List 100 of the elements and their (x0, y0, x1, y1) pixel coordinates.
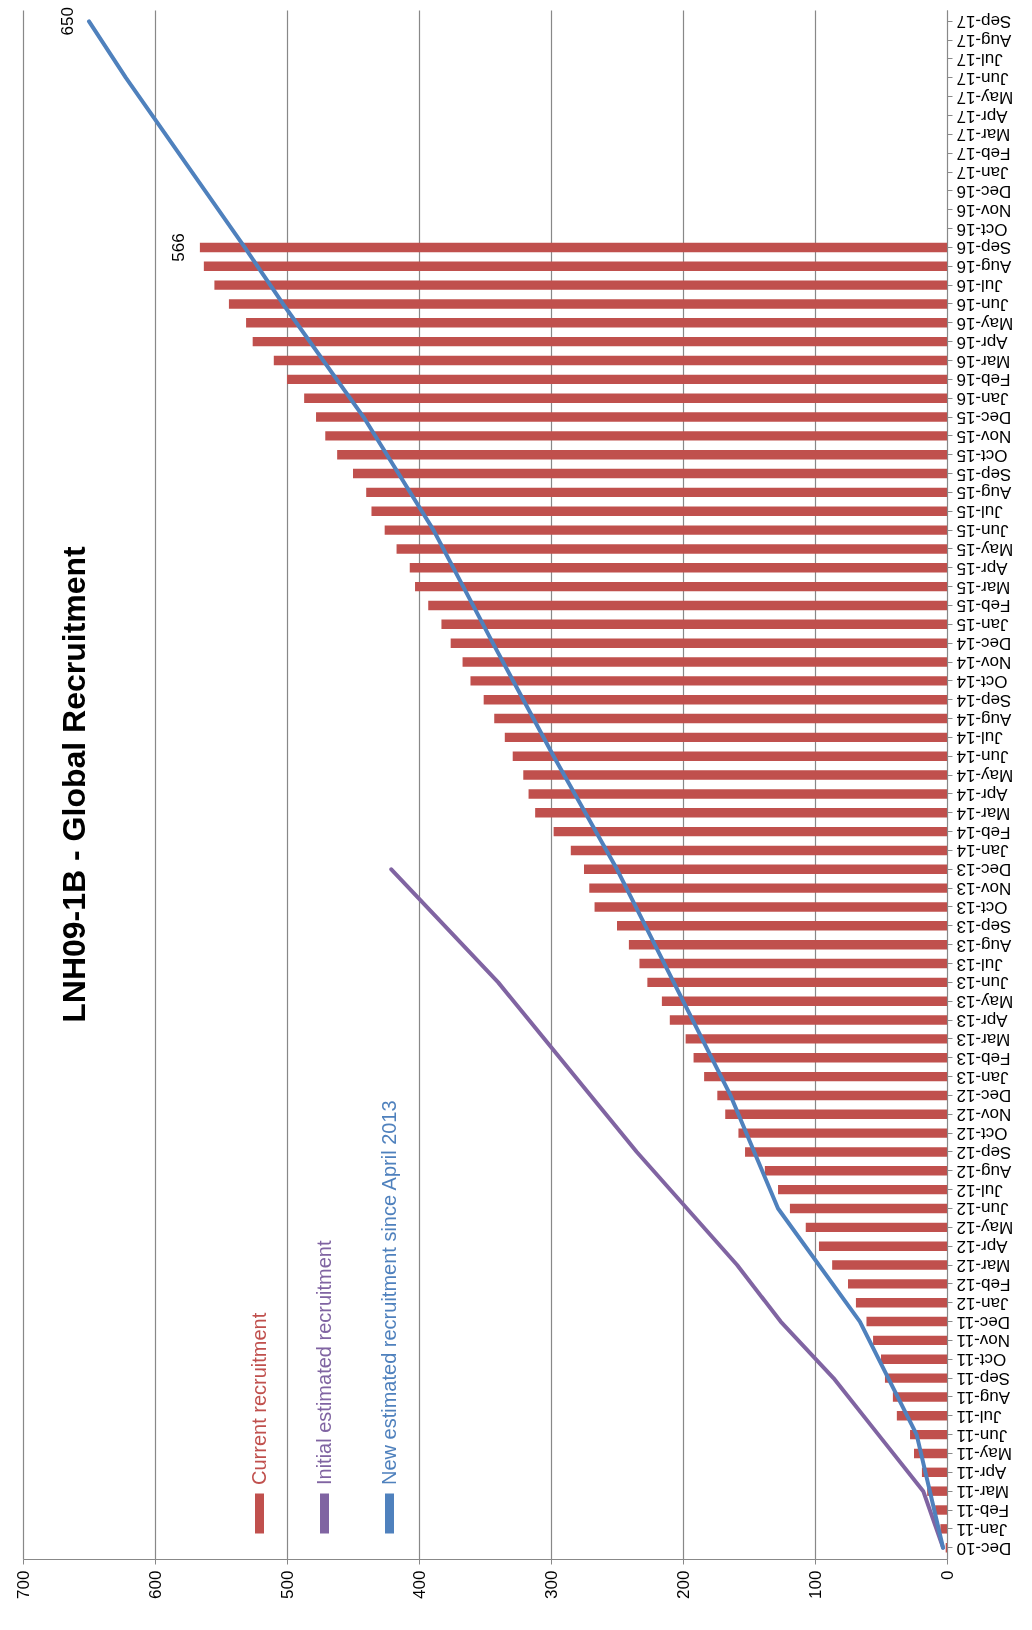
y-tick-label: Jul-15 (956, 502, 1003, 522)
y-tick-label: Aug-16 (956, 257, 1012, 277)
text: Initial estimated recruitment (312, 1240, 335, 1485)
bar (639, 958, 947, 969)
y-tick-label: Nov-11 (956, 1331, 1011, 1351)
y-tick-label: Mar-17 (956, 125, 1011, 145)
bar (450, 638, 947, 648)
bar (325, 431, 947, 441)
y-tick-label: Sep-16 (956, 238, 1012, 258)
y-tick-label: Aug-15 (956, 483, 1012, 503)
y-tick-label: Apr-15 (956, 558, 1008, 578)
bar (873, 1335, 947, 1346)
bar (685, 1034, 947, 1044)
y-tick-label: Sep-11 (956, 1369, 1011, 1389)
bar (535, 808, 947, 818)
y-tick-label: Jan-11 (956, 1519, 1008, 1539)
y-tick-label: Jan-15 (956, 615, 1009, 635)
bar (693, 1053, 947, 1063)
y-tick-label: Aug-17 (956, 31, 1012, 51)
bar (428, 600, 947, 611)
bar (661, 996, 947, 1006)
bar (483, 694, 947, 705)
bar (304, 393, 947, 403)
y-tick-label: May-14 (956, 766, 1014, 786)
y-tick-label: Aug-11 (956, 1387, 1011, 1407)
y-tick-label: Feb-12 (956, 1274, 1011, 1294)
bar (848, 1279, 947, 1289)
bar (738, 1128, 947, 1138)
bar (647, 977, 947, 988)
bar (745, 1147, 947, 1157)
bar (789, 1203, 947, 1214)
text: Current recruitment (247, 1312, 270, 1485)
y-tick-label: Mar-16 (956, 351, 1011, 371)
bar (855, 1298, 947, 1308)
bar (228, 299, 947, 309)
bar (252, 336, 947, 347)
bar (371, 506, 947, 516)
y-tick-label: Mar-14 (956, 803, 1011, 823)
bar (316, 412, 947, 422)
y-tick-label: Oct-15 (956, 445, 1008, 465)
y-tick-label: Jun-11 (956, 1425, 1008, 1445)
text: LNH09-1B - Global Recruitment (56, 545, 92, 1023)
y-tick-label: Mar-15 (956, 577, 1011, 597)
y-tick-label: Oct-13 (956, 897, 1008, 917)
y-tick-label: Sep-15 (956, 464, 1012, 484)
bar (669, 1015, 947, 1025)
bar (617, 921, 947, 931)
bar (353, 468, 947, 479)
y-tick-label: Jul-17 (956, 50, 1003, 69)
x-tick-label: 100 (805, 1570, 825, 1599)
y-tick-label: Dec-14 (956, 634, 1012, 654)
bar (396, 544, 947, 554)
bar (764, 1166, 947, 1176)
bar (778, 1184, 947, 1195)
bar (199, 242, 947, 253)
y-tick-label: Feb-15 (956, 596, 1011, 616)
bar (273, 355, 947, 366)
bar (409, 563, 947, 573)
bar (214, 280, 947, 290)
y-tick-label: Nov-13 (956, 879, 1012, 899)
y-tick-label: Feb-17 (956, 144, 1011, 164)
y-tick-label: Jan-12 (956, 1293, 1009, 1313)
y-tick-label: May-16 (956, 313, 1014, 333)
x-tick-label: 300 (541, 1570, 561, 1599)
bar (366, 487, 947, 498)
bar (832, 1260, 947, 1270)
y-tick-label: Jun-16 (956, 294, 1009, 314)
bar (628, 939, 947, 950)
y-tick-label: Jul-11 (956, 1406, 1002, 1426)
data-label: 650 (58, 7, 77, 36)
y-tick-label: Jun-13 (956, 973, 1009, 993)
y-tick-label: Dec-16 (956, 181, 1012, 201)
x-tick-label: 0 (937, 1570, 957, 1580)
y-tick-label: Feb-14 (956, 822, 1011, 842)
y-tick-label: Jun-14 (956, 747, 1009, 767)
bar (462, 657, 947, 667)
y-tick-label: Feb-13 (956, 1048, 1011, 1068)
y-tick-label: Jun-15 (956, 521, 1009, 541)
y-tick-label: May-13 (956, 992, 1014, 1012)
bar (584, 864, 947, 875)
y-tick-label: Jan-17 (956, 163, 1009, 183)
y-tick-label: Jan-14 (956, 841, 1009, 861)
bar (818, 1241, 947, 1251)
x-tick-label: 200 (673, 1570, 693, 1599)
bar (935, 1505, 947, 1515)
bar (589, 883, 947, 893)
bar (246, 318, 947, 328)
y-tick-label: Mar-11 (956, 1482, 1010, 1502)
y-tick-label: Apr-16 (956, 332, 1008, 352)
bar (470, 676, 947, 686)
y-tick-label: Oct-12 (956, 1124, 1008, 1144)
y-tick-label: May-17 (956, 87, 1014, 107)
bar (570, 845, 947, 856)
y-tick-label: Nov-14 (956, 653, 1012, 673)
y-tick-label: Feb-16 (956, 370, 1011, 390)
x-tick-label: 400 (409, 1570, 429, 1599)
y-tick-label: Mar-13 (956, 1029, 1011, 1049)
y-tick-label: Apr-17 (956, 106, 1008, 126)
y-tick-label: Aug-14 (956, 709, 1012, 729)
bar (717, 1090, 947, 1101)
